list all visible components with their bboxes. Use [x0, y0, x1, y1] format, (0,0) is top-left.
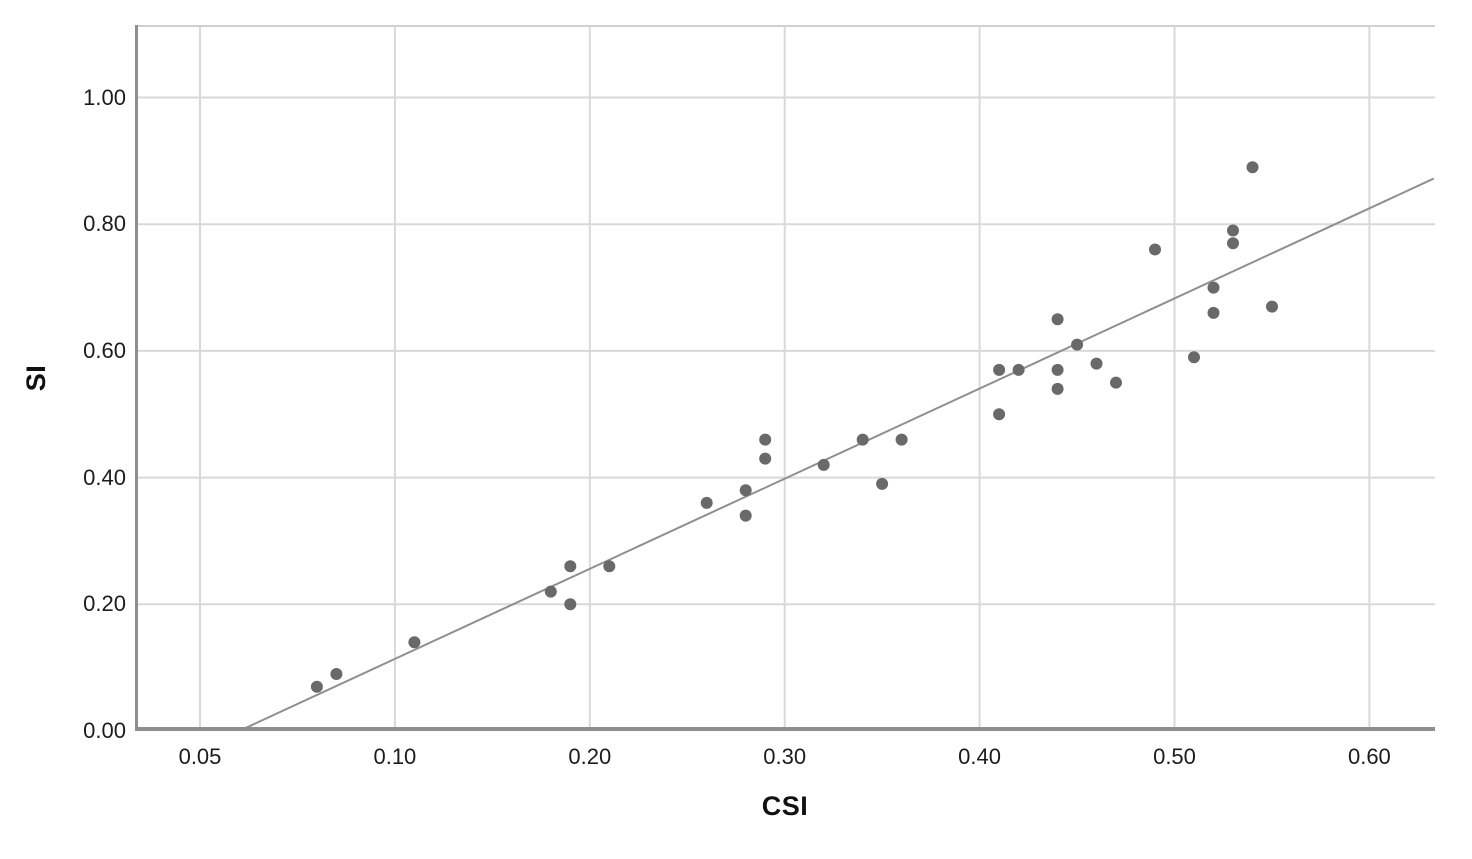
x-tick-label: 0.05 [178, 744, 222, 769]
x-axis-title: CSI [761, 791, 809, 821]
y-tick-label: 0.40 [83, 464, 126, 490]
data-point [1207, 281, 1220, 294]
data-point [993, 363, 1006, 376]
data-point [603, 560, 616, 573]
data-point [1246, 161, 1259, 174]
trend-line [238, 177, 1435, 731]
data-point [876, 477, 889, 490]
data-point [856, 433, 869, 446]
y-tick-label: 0.20 [83, 591, 126, 617]
y-tick-label: 1.00 [83, 84, 126, 110]
y-tick-label: 0.00 [83, 718, 126, 743]
data-point [993, 408, 1006, 421]
data-point [1051, 363, 1064, 376]
data-point [564, 598, 577, 611]
data-point [1227, 224, 1239, 237]
data-point [895, 433, 908, 446]
data-point [759, 433, 772, 446]
x-tick-label: 0.40 [958, 744, 1001, 769]
data-point [759, 452, 772, 465]
x-tick-label: 0.60 [1347, 744, 1391, 769]
data-point [408, 636, 421, 649]
x-tick-label: 0.50 [1153, 744, 1196, 769]
data-point [544, 585, 557, 598]
data-point [1051, 313, 1064, 326]
x-tick-label: 0.20 [568, 744, 612, 769]
data-point [310, 680, 323, 693]
x-tick-label: 0.30 [763, 744, 807, 769]
data-point [1071, 338, 1084, 351]
y-tick-label: 0.60 [83, 337, 126, 363]
data-point [1110, 376, 1122, 389]
x-tick-label: 0.10 [373, 744, 417, 769]
data-point [739, 484, 752, 497]
data-point [1266, 300, 1278, 313]
data-point [1188, 351, 1200, 364]
scatter-plot-canvas [135, 25, 1435, 731]
data-point [1090, 357, 1103, 370]
data-point [1207, 306, 1220, 319]
data-point [1227, 237, 1239, 250]
data-point [564, 560, 577, 573]
data-point [700, 496, 713, 509]
y-tick-label: 0.80 [83, 211, 126, 237]
data-point [1051, 382, 1064, 395]
data-point [739, 509, 752, 522]
data-point [1149, 243, 1161, 256]
data-point [1012, 363, 1025, 376]
data-point [817, 458, 830, 471]
y-axis-title: SI [21, 364, 51, 392]
data-point [330, 668, 343, 680]
